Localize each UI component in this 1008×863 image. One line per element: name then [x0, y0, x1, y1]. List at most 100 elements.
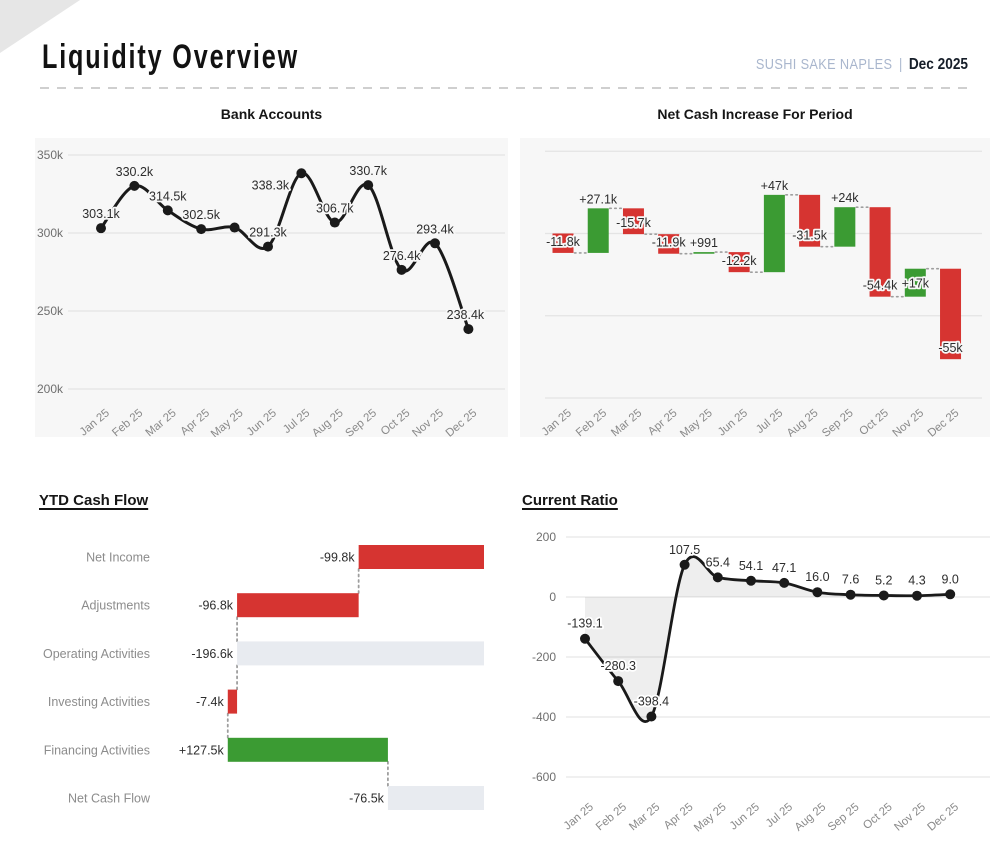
company-name: SUSHI SAKE NAPLES — [755, 57, 893, 73]
x-tick-label: Mar 25 — [627, 801, 662, 833]
bar-label: -96.8k — [198, 599, 233, 613]
plot-panel — [35, 138, 508, 437]
bar-label: -15.7k — [616, 216, 651, 230]
point-label: 238.4k — [447, 308, 485, 322]
report-subtitle: SUSHI SAKE NAPLES | Dec 2025 — [756, 56, 968, 74]
waterfall-bar — [904, 268, 926, 297]
x-tick-label: May 25 — [692, 801, 729, 834]
point-label: 330.7k — [349, 164, 387, 178]
ytd-cash-flow-chart: Net Income -99.8k Adjustments -96.8k Operati… — [43, 545, 484, 810]
y-tick-label: 0 — [549, 590, 556, 604]
data-point — [580, 633, 590, 644]
data-point — [396, 264, 407, 275]
corner-decoration — [0, 0, 80, 53]
x-tick-label: Jan 25 — [562, 801, 596, 832]
net-cash-increase-chart: -11.8k +27.1k -15.7k-11.9k +991 -12.2k +47k -3… — [520, 138, 990, 437]
x-tick-label: Nov 25 — [892, 801, 928, 834]
point-label: 54.1 — [739, 559, 763, 573]
x-tick-label: Aug 25 — [793, 801, 829, 834]
bar-label: +24k — [831, 191, 859, 205]
data-point — [296, 168, 307, 179]
waterfall-bar — [940, 268, 962, 360]
bar-label: -31.5k — [792, 229, 827, 243]
data-point — [363, 180, 374, 191]
category-label: Net Income — [86, 551, 150, 565]
point-label: 5.2 — [875, 573, 892, 587]
point-label: -398.4 — [634, 695, 669, 709]
chart-title-ytd-cash-flow: YTD Cash Flow — [39, 492, 149, 509]
area-fill — [585, 556, 951, 722]
waterfall-bar — [552, 233, 574, 253]
point-label: 65.4 — [706, 555, 730, 569]
point-label: 302.5k — [182, 208, 220, 222]
data-point — [912, 590, 922, 601]
x-tick-label: Oct 25 — [861, 801, 895, 832]
point-label: 7.6 — [842, 573, 859, 587]
point-label: -280.3 — [600, 659, 635, 673]
current-ratio-chart: 200 0 -200 -400 -600 -139.1 -280.3 -398.4 107.5 6… — [532, 530, 990, 835]
waterfall-bar — [693, 252, 715, 254]
waterfall-bar — [237, 641, 484, 666]
point-label: 330.2k — [116, 165, 154, 179]
category-label: Operating Activities — [43, 647, 150, 661]
point-label: -139.1 — [567, 617, 602, 631]
bar-label: +991 — [690, 236, 718, 250]
point-label: 107.5 — [669, 543, 700, 557]
x-tick-label: Jul 25 — [764, 801, 795, 830]
bar-label: -7.4k — [196, 695, 225, 709]
point-label: 276.4k — [383, 249, 421, 263]
waterfall-bar — [834, 207, 856, 247]
waterfall-bar — [358, 545, 484, 569]
bar-label: -54.4k — [863, 279, 898, 293]
waterfall-bar — [658, 234, 680, 254]
waterfall-bar — [387, 786, 484, 810]
bar-label: -11.8k — [546, 235, 581, 249]
bar-label: -99.8k — [320, 551, 355, 565]
bar-label: +17k — [902, 277, 930, 291]
data-point — [263, 241, 273, 252]
data-point — [229, 222, 240, 233]
waterfall-bar — [237, 593, 359, 618]
bar-label: +127.5k — [179, 743, 225, 757]
point-label: 47.1 — [772, 561, 796, 575]
waterfall-bar — [799, 194, 821, 247]
y-tick-label: -400 — [532, 710, 556, 724]
bar-label: -76.5k — [349, 792, 384, 806]
chart-title-bank-accounts: Bank Accounts — [220, 106, 323, 122]
category-label: Financing Activities — [44, 743, 150, 757]
point-label: 338.3k — [252, 178, 290, 192]
waterfall-bar — [587, 208, 609, 253]
point-label: 4.3 — [908, 574, 925, 588]
data-point — [746, 575, 756, 586]
y-tick-label: 200 — [536, 530, 556, 544]
report-period: Dec 2025 — [908, 56, 968, 73]
point-label: 291.3k — [249, 226, 287, 240]
header-divider — [40, 87, 968, 89]
data-point — [430, 238, 440, 249]
data-point — [329, 217, 340, 228]
data-point — [845, 589, 856, 600]
bar-label: -196.6k — [191, 647, 233, 661]
waterfall-bar — [869, 207, 891, 297]
page-title: Liquidity Overview — [42, 38, 300, 76]
point-label: 314.5k — [149, 189, 187, 203]
data-point — [613, 676, 624, 687]
data-point — [646, 711, 657, 722]
data-point — [779, 577, 790, 588]
data-point — [679, 559, 690, 570]
data-point — [162, 205, 173, 216]
subtitle-separator: | — [898, 57, 903, 73]
bar-label: +27.1k — [579, 192, 618, 206]
y-tick-label: 250k — [37, 304, 64, 318]
bar-label: -11.9k — [652, 236, 687, 250]
y-tick-label: 200k — [37, 382, 64, 396]
data-point — [878, 590, 889, 601]
y-tick-label: 350k — [37, 148, 64, 162]
data-point — [129, 180, 140, 191]
data-point — [463, 324, 474, 335]
x-tick-label: Feb 25 — [594, 801, 629, 833]
y-tick-label: -200 — [532, 650, 556, 664]
x-tick-label: Dec 25 — [926, 801, 962, 834]
point-label: 9.0 — [942, 572, 959, 586]
